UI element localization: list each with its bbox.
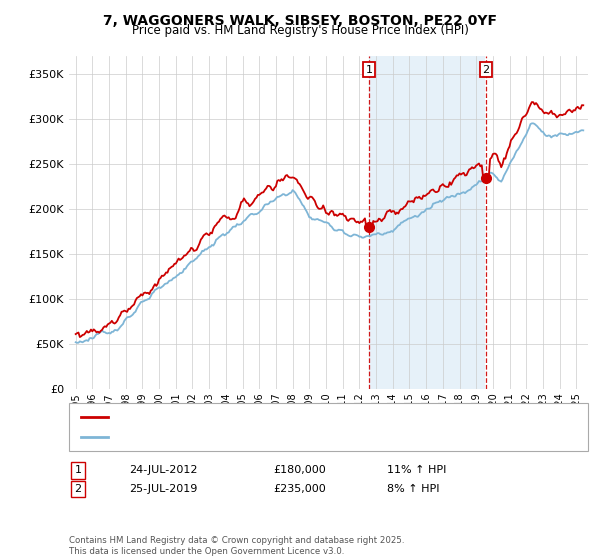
Text: 2: 2 (74, 484, 82, 494)
Text: HPI: Average price, detached house, East Lindsey: HPI: Average price, detached house, East… (114, 432, 373, 442)
Text: 25-JUL-2019: 25-JUL-2019 (129, 484, 197, 494)
Text: 8% ↑ HPI: 8% ↑ HPI (387, 484, 439, 494)
Text: Price paid vs. HM Land Registry's House Price Index (HPI): Price paid vs. HM Land Registry's House … (131, 24, 469, 37)
Text: 7, WAGGONERS WALK, SIBSEY, BOSTON, PE22 0YF: 7, WAGGONERS WALK, SIBSEY, BOSTON, PE22 … (103, 14, 497, 28)
Text: 1: 1 (74, 465, 82, 475)
Text: £180,000: £180,000 (273, 465, 326, 475)
Text: 7, WAGGONERS WALK, SIBSEY, BOSTON, PE22 0YF (detached house): 7, WAGGONERS WALK, SIBSEY, BOSTON, PE22 … (114, 413, 472, 422)
Text: 2: 2 (482, 64, 490, 74)
Text: Contains HM Land Registry data © Crown copyright and database right 2025.
This d: Contains HM Land Registry data © Crown c… (69, 536, 404, 556)
Text: 24-JUL-2012: 24-JUL-2012 (129, 465, 197, 475)
Text: 11% ↑ HPI: 11% ↑ HPI (387, 465, 446, 475)
Text: £235,000: £235,000 (273, 484, 326, 494)
Text: 1: 1 (365, 64, 373, 74)
